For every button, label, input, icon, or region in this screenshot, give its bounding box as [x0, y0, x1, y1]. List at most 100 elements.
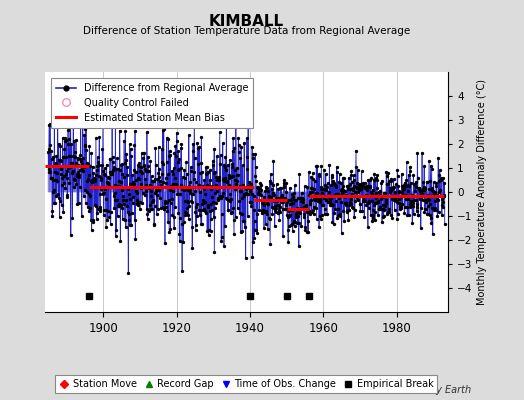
Point: [313, 190, 321, 196]
Point: [405, 212, 413, 218]
Point: [120, 137, 128, 144]
Point: [426, 178, 434, 184]
Point: [64, 126, 72, 133]
Point: [297, 223, 305, 229]
Point: [136, 164, 145, 171]
Point: [259, 202, 268, 208]
Point: [366, 212, 375, 218]
Point: [351, 189, 359, 195]
Point: [428, 185, 436, 191]
Point: [58, 182, 66, 188]
Point: [417, 205, 425, 211]
Point: [160, 200, 169, 206]
Point: [164, 136, 172, 142]
Point: [386, 188, 394, 195]
Point: [393, 216, 401, 222]
Point: [429, 230, 437, 237]
Point: [282, 188, 290, 195]
Point: [345, 175, 353, 182]
Point: [163, 208, 171, 214]
Point: [400, 180, 409, 186]
Point: [82, 147, 90, 153]
Point: [243, 154, 252, 161]
Point: [271, 205, 280, 211]
Point: [356, 208, 365, 215]
Point: [158, 159, 167, 165]
Point: [269, 190, 277, 196]
Point: [286, 201, 294, 207]
Point: [184, 211, 192, 218]
Point: [227, 196, 235, 202]
Point: [60, 146, 69, 153]
Point: [392, 199, 401, 205]
Point: [402, 158, 411, 165]
Point: [377, 206, 385, 212]
Point: [97, 162, 106, 168]
Point: [240, 140, 248, 146]
Point: [134, 202, 143, 209]
Point: [322, 171, 330, 178]
Point: [115, 178, 123, 185]
Point: [388, 214, 397, 221]
Point: [356, 200, 364, 207]
Point: [235, 142, 243, 148]
Point: [386, 187, 395, 193]
Point: [118, 187, 126, 194]
Point: [58, 174, 67, 181]
Point: [337, 230, 346, 236]
Point: [121, 160, 129, 166]
Point: [79, 168, 87, 174]
Point: [69, 176, 78, 182]
Point: [75, 184, 84, 190]
Point: [412, 178, 420, 185]
Point: [306, 198, 314, 204]
Point: [84, 203, 92, 210]
Point: [381, 203, 389, 209]
Point: [171, 143, 180, 150]
Point: [318, 202, 326, 208]
Point: [404, 196, 412, 202]
Point: [77, 113, 85, 119]
Point: [354, 166, 362, 173]
Point: [62, 137, 70, 143]
Point: [179, 174, 187, 180]
Point: [372, 200, 380, 207]
Point: [123, 164, 132, 170]
Point: [255, 206, 263, 213]
Point: [78, 163, 86, 170]
Point: [112, 226, 121, 233]
Point: [409, 172, 418, 178]
Point: [190, 103, 199, 109]
Point: [238, 228, 246, 234]
Point: [242, 190, 250, 196]
Point: [68, 215, 77, 221]
Point: [389, 184, 397, 190]
Point: [204, 204, 213, 210]
Point: [76, 152, 84, 158]
Point: [54, 141, 63, 147]
Point: [82, 200, 90, 206]
Point: [211, 189, 220, 196]
Point: [316, 216, 325, 222]
Point: [403, 204, 411, 210]
Point: [348, 191, 356, 198]
Point: [306, 201, 314, 208]
Point: [294, 220, 303, 226]
Point: [412, 208, 421, 214]
Point: [155, 187, 163, 193]
Point: [138, 200, 146, 206]
Point: [195, 207, 203, 213]
Point: [73, 201, 81, 208]
Point: [366, 177, 374, 184]
Point: [312, 216, 321, 222]
Point: [278, 193, 287, 200]
Point: [88, 177, 96, 184]
Point: [190, 169, 198, 175]
Point: [333, 215, 341, 221]
Point: [364, 199, 373, 206]
Point: [245, 179, 254, 185]
Point: [413, 204, 421, 211]
Point: [166, 148, 174, 155]
Point: [310, 210, 318, 217]
Point: [324, 199, 333, 205]
